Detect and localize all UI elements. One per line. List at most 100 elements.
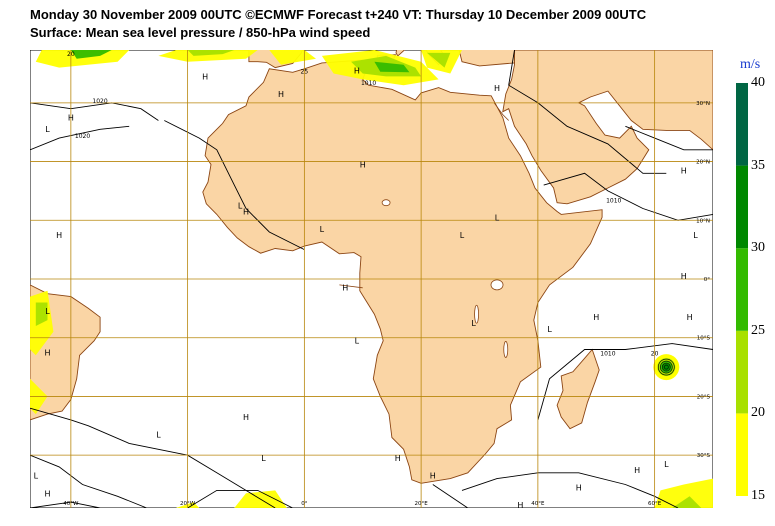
isobar-label: 1020	[75, 133, 90, 140]
isobar-label: 1010	[361, 80, 376, 87]
lake-victoria	[490, 279, 504, 291]
high-pressure-marker: H	[593, 313, 599, 322]
isobar-label: 25	[301, 68, 309, 75]
high-pressure-marker: H	[494, 84, 500, 93]
legend-level-label: 25	[751, 322, 765, 338]
isobar-label: 1010	[606, 198, 621, 205]
high-pressure-marker: H	[202, 72, 208, 81]
high-pressure-marker: H	[45, 489, 51, 498]
isobar-line	[30, 125, 130, 151]
lat-tick-label: 0°	[704, 277, 710, 283]
isobar-label: 1020	[92, 98, 107, 105]
legend-swatch	[736, 413, 748, 496]
wind-patch	[35, 50, 130, 68]
wind-patch	[187, 50, 235, 56]
high-pressure-marker: H	[634, 466, 640, 475]
isobar-line	[543, 172, 713, 221]
lat-tick-label: 10°S	[697, 336, 711, 342]
isobar-layer	[30, 50, 713, 508]
lake-malawi	[503, 341, 509, 358]
legend-level-label: 35	[751, 157, 765, 173]
low-pressure-marker: L	[693, 231, 698, 240]
high-pressure-marker: H	[68, 113, 74, 122]
wind-patch	[654, 478, 713, 508]
isobar-line	[537, 343, 713, 421]
graticule-labels: 40°W 20°W 0° 20°E 40°E 60°E 30°N 20°N 10°N 0° 10°S…	[63, 101, 710, 507]
legend-swatch	[736, 330, 748, 414]
high-pressure-marker: H	[681, 166, 687, 175]
isobar-line	[432, 484, 469, 508]
high-pressure-marker: H	[278, 90, 284, 99]
lat-tick-label: 20°N	[696, 160, 710, 166]
legend-swatch	[736, 165, 748, 249]
lake-chad	[381, 199, 391, 207]
legend-level-label: 40	[751, 75, 765, 90]
lake-tanganyika	[474, 304, 479, 324]
low-pressure-marker: L	[495, 213, 500, 222]
lon-tick-label: 0°	[301, 501, 307, 507]
low-pressure-marker: L	[320, 225, 325, 234]
low-pressure-marker: L	[156, 431, 161, 440]
isobar-line	[508, 50, 667, 174]
low-pressure-marker: L	[547, 325, 552, 334]
wind-patch	[427, 52, 451, 68]
cyclone-wind-ring	[662, 363, 670, 371]
isobar-line	[30, 454, 147, 508]
isobar-line	[164, 120, 305, 251]
cyclone-isobar-ring	[663, 364, 669, 370]
low-pressure-marker: L	[45, 125, 50, 134]
legend-swatch	[736, 248, 748, 331]
madagascar-land	[556, 348, 600, 430]
legend-swatch	[736, 83, 748, 166]
forecast-map: 40°W 20°W 0° 20°E 40°E 60°E 30°N 20°N 10°N 0° 10°S…	[30, 50, 713, 508]
high-pressure-marker: H	[56, 231, 62, 240]
isobar-label: 20	[651, 350, 659, 357]
low-pressure-marker: L	[460, 231, 465, 240]
isobar-label: 20	[67, 51, 75, 58]
isobar-line	[30, 407, 276, 508]
high-pressure-marker: H	[576, 483, 582, 492]
gulf-of-suez	[493, 102, 509, 121]
legend-level-label: 30	[751, 240, 765, 256]
high-pressure-marker: H	[395, 454, 401, 463]
lat-tick-label: 30°S	[697, 453, 711, 459]
high-pressure-marker: H	[430, 472, 436, 481]
wind-patch	[35, 302, 48, 326]
legend-level-label: 20	[751, 405, 765, 421]
low-pressure-marker: L	[471, 319, 476, 328]
wind-patch	[374, 61, 410, 73]
cyclone-isobar-ring	[661, 362, 671, 372]
wind-speed-legend	[736, 83, 748, 496]
field-subtitle: Surface: Mean sea level pressure / 850-h…	[30, 25, 371, 40]
legend-unit: m/s	[740, 57, 761, 72]
high-pressure-marker: H	[354, 66, 360, 75]
isobar-labels: 102010201010101010101020101020252020	[67, 51, 659, 357]
high-pressure-marker: H	[342, 284, 348, 293]
arabia-land	[502, 50, 713, 205]
legend-level-label: 15	[751, 488, 765, 503]
lat-tick-label: 30°N	[696, 101, 710, 107]
isobar-line	[187, 489, 293, 508]
cyclone-isobar-ring	[657, 358, 675, 376]
forecast-title: Monday 30 November 2009 00UTC ©ECMWF For…	[30, 7, 647, 22]
high-pressure-marker: H	[243, 207, 249, 216]
low-pressure-marker: L	[238, 202, 243, 211]
graticule	[30, 50, 713, 508]
low-pressure-marker: L	[355, 337, 360, 346]
low-pressure-marker: L	[261, 454, 266, 463]
wind-patch	[158, 50, 258, 62]
wind-patch	[70, 50, 112, 59]
low-pressure-marker: L	[45, 307, 50, 316]
lon-tick-label: 40°E	[531, 501, 545, 507]
lat-tick-label: 20°S	[697, 394, 711, 400]
lat-tick-label: 10°N	[696, 218, 710, 224]
high-pressure-marker: H	[360, 160, 366, 169]
high-pressure-marker: H	[45, 348, 51, 357]
low-pressure-marker: L	[664, 460, 669, 469]
high-pressure-marker: H	[517, 501, 523, 508]
isobar-label: 1010	[600, 350, 615, 357]
wind-patch	[672, 496, 702, 508]
lon-tick-label: 20°E	[415, 501, 429, 507]
italy-land	[395, 50, 406, 57]
lon-tick-label: 60°E	[648, 501, 662, 507]
